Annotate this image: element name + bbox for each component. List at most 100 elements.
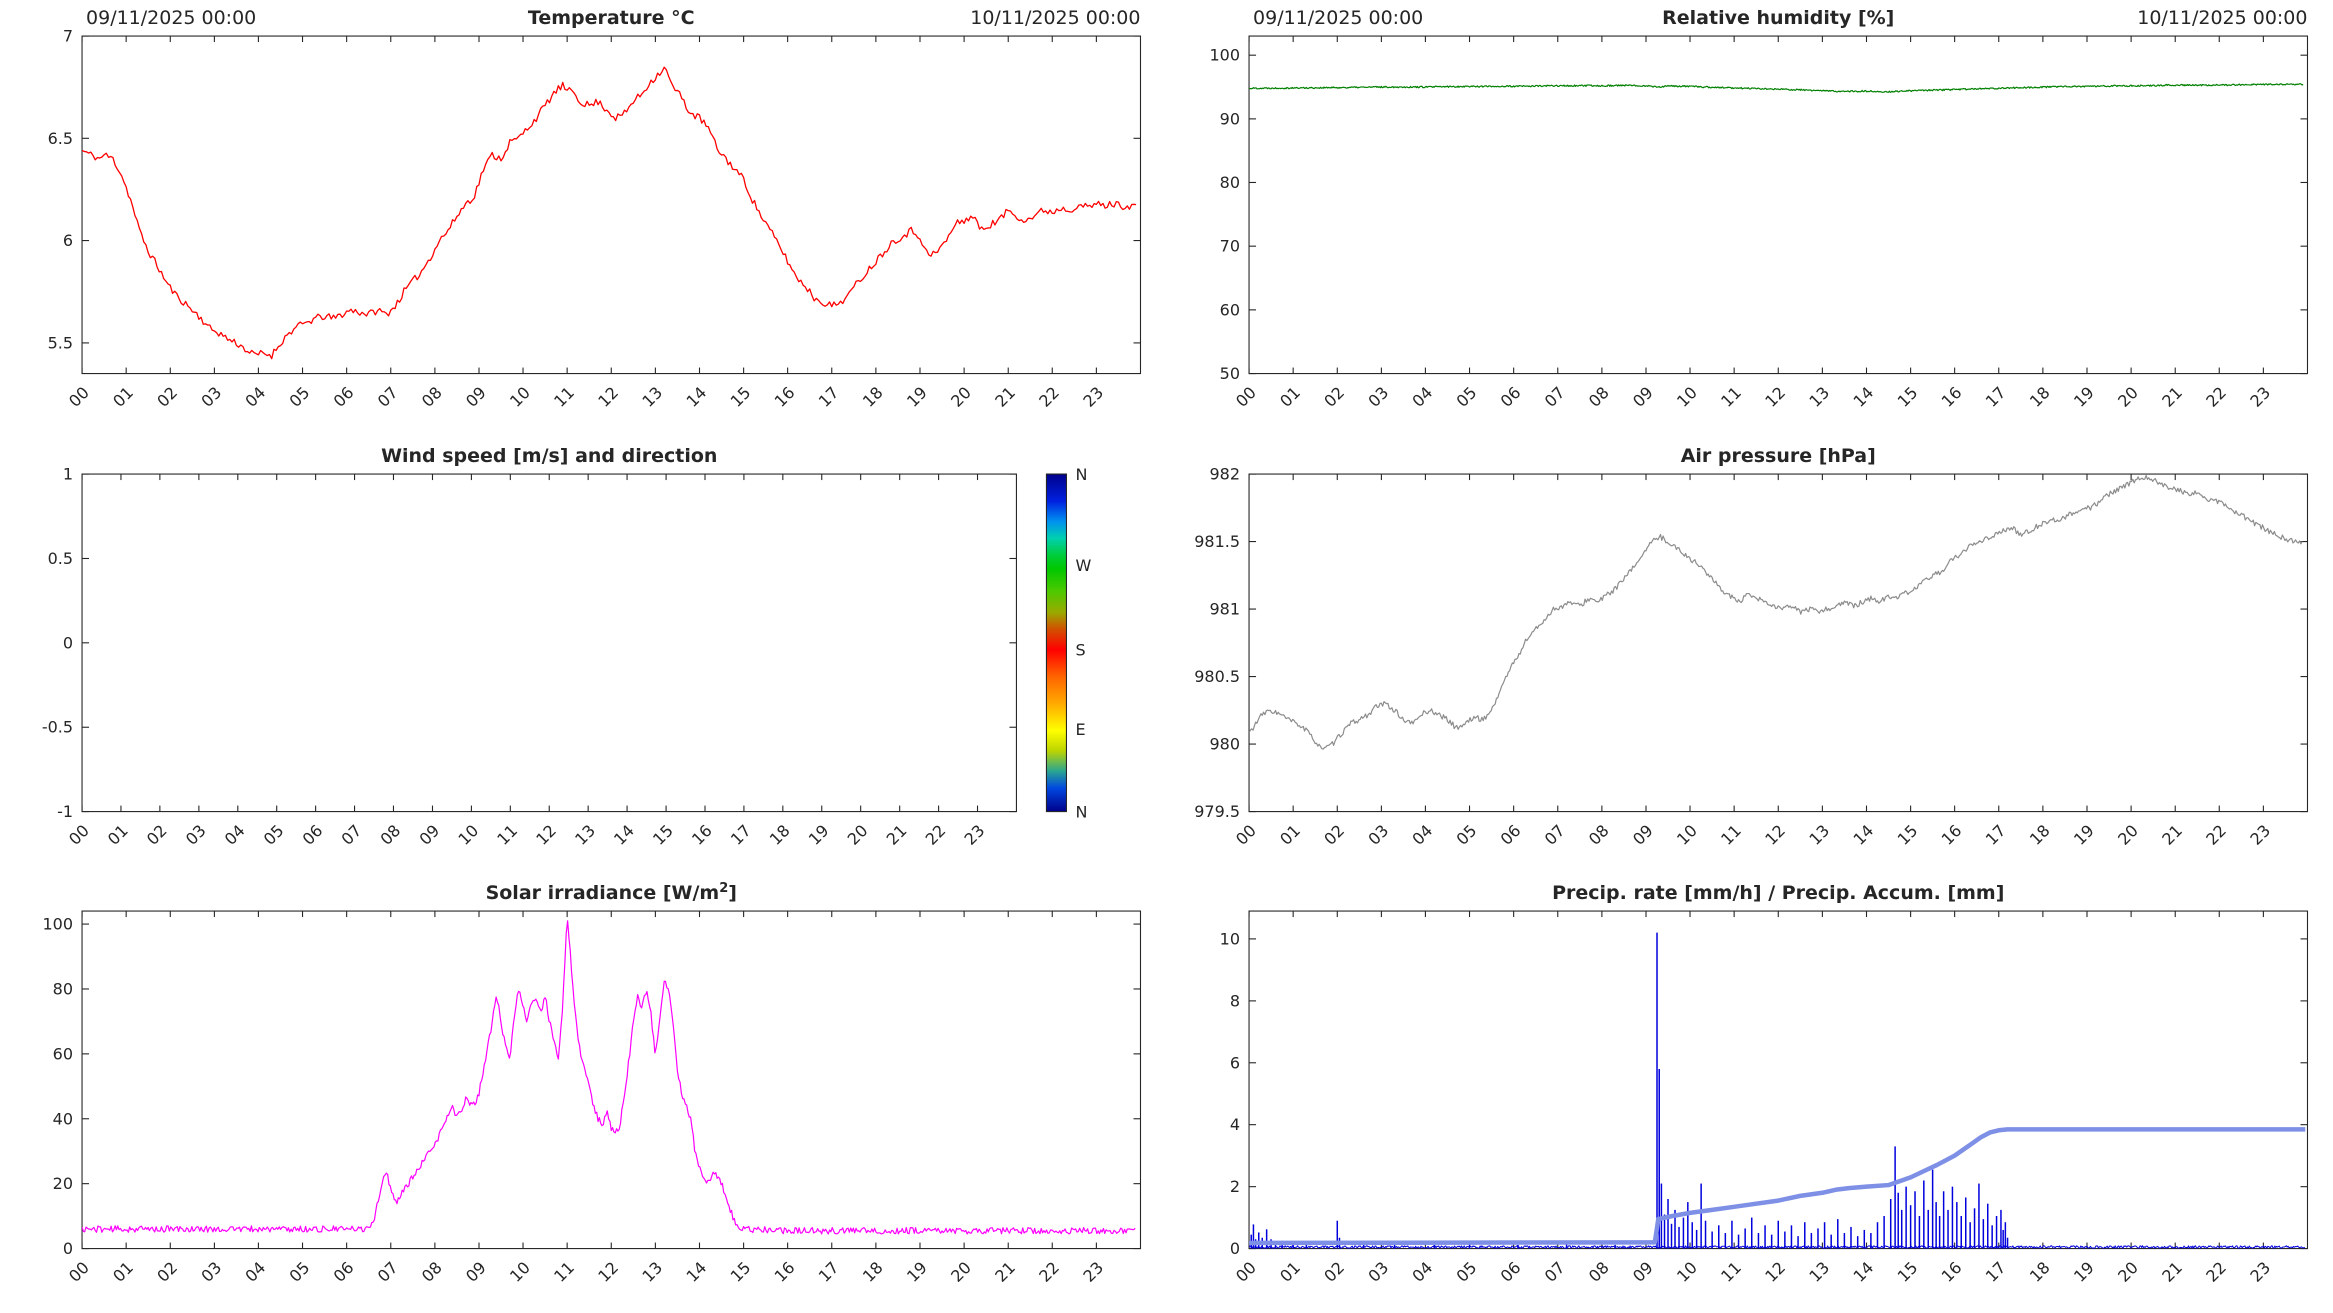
svg-text:10: 10	[1219, 930, 1239, 949]
svg-text:10: 10	[506, 1258, 534, 1286]
svg-text:20: 20	[947, 1258, 975, 1286]
svg-text:20: 20	[2114, 821, 2142, 849]
temperature-y-tick-labels: 5.5 6 6.5 7	[48, 27, 73, 353]
svg-text:22: 22	[2202, 1258, 2230, 1286]
svg-text:19: 19	[2070, 1258, 2098, 1286]
svg-text:S: S	[1075, 640, 1085, 659]
humidity-end-date: 10/11/2025 00:00	[2137, 7, 2307, 29]
svg-text:08: 08	[418, 1258, 446, 1286]
svg-text:6: 6	[1229, 1054, 1239, 1073]
svg-text:10: 10	[1673, 821, 1701, 849]
temperature-start-date: 09/11/2025 00:00	[86, 7, 256, 29]
solar-series-solar-irradiance	[82, 920, 1136, 1235]
svg-text:01: 01	[109, 383, 137, 411]
svg-text:0.5: 0.5	[48, 549, 73, 568]
svg-text:03: 03	[197, 383, 225, 411]
svg-text:06: 06	[299, 821, 327, 849]
svg-text:03: 03	[182, 821, 210, 849]
svg-text:23: 23	[1079, 1258, 1107, 1286]
temperature-tick-marks	[81, 35, 1141, 374]
precip-chart: 00 01 02 03 04 05 06 07 08 09 10 11 12 13 14 15 16 17 18 19…	[1219, 882, 2308, 1286]
svg-text:04: 04	[241, 383, 269, 411]
svg-text:04: 04	[1408, 1258, 1436, 1286]
svg-text:02: 02	[153, 1258, 181, 1286]
svg-text:21: 21	[2158, 821, 2186, 849]
solar-title: Solar irradiance [W/m2]	[486, 881, 737, 904]
svg-text:09: 09	[462, 383, 490, 411]
temperature-end-date: 10/11/2025 00:00	[970, 7, 1140, 29]
svg-text:14: 14	[1849, 383, 1877, 411]
svg-text:02: 02	[143, 821, 171, 849]
svg-text:01: 01	[104, 821, 132, 849]
svg-text:12: 12	[1761, 821, 1789, 849]
svg-text:21: 21	[2158, 1258, 2186, 1286]
svg-text:02: 02	[153, 383, 181, 411]
svg-text:07: 07	[374, 1258, 402, 1286]
svg-text:07: 07	[338, 821, 366, 849]
svg-text:06: 06	[330, 1258, 358, 1286]
svg-text:18: 18	[859, 1258, 887, 1286]
precip-x-tick-labels: 00 01 02 03 04 05 06 07 08 09 10 11 12 13 14 15 16 17 18 19…	[1232, 1258, 2274, 1286]
svg-text:08: 08	[1584, 1258, 1612, 1286]
svg-text:15: 15	[1893, 1258, 1921, 1286]
svg-text:981: 981	[1209, 599, 1240, 618]
svg-text:17: 17	[1981, 1258, 2009, 1286]
svg-text:23: 23	[961, 821, 989, 849]
humidity-title: Relative humidity [%]	[1662, 7, 1894, 29]
svg-text:-0.5: -0.5	[42, 717, 73, 736]
svg-text:22: 22	[1035, 383, 1063, 411]
svg-text:09: 09	[1629, 383, 1657, 411]
svg-text:08: 08	[418, 383, 446, 411]
svg-text:01: 01	[1276, 383, 1304, 411]
precip-series-precip-rate-spikes	[1249, 933, 2008, 1249]
svg-text:21: 21	[2158, 383, 2186, 411]
svg-text:11: 11	[550, 383, 578, 411]
svg-text:4: 4	[1229, 1116, 1239, 1135]
svg-text:01: 01	[1276, 821, 1304, 849]
svg-text:16: 16	[1937, 1258, 1965, 1286]
wind-direction-colorbar-labels: N W S E N	[1075, 465, 1091, 822]
svg-text:60: 60	[53, 1045, 73, 1064]
svg-text:N: N	[1075, 465, 1087, 484]
svg-text:980.5: 980.5	[1194, 667, 1240, 686]
svg-text:06: 06	[330, 383, 358, 411]
svg-text:05: 05	[1452, 1258, 1480, 1286]
temperature-chart: 00 01 02 03 04 05 06 07 08 09 10 11 12 13 14 15 16 17 18 19…	[48, 7, 1142, 411]
svg-text:19: 19	[2070, 821, 2098, 849]
svg-text:04: 04	[241, 1258, 269, 1286]
svg-text:10: 10	[1673, 383, 1701, 411]
humidity-start-date: 09/11/2025 00:00	[1253, 7, 1423, 29]
precip-title: Precip. rate [mm/h] / Precip. Accum. [mm…	[1552, 882, 2004, 904]
svg-text:23: 23	[2246, 1258, 2274, 1286]
svg-text:980: 980	[1209, 734, 1240, 753]
svg-text:14: 14	[1849, 1258, 1877, 1286]
svg-text:16: 16	[1937, 383, 1965, 411]
wind-title: Wind speed [m/s] and direction	[381, 445, 717, 467]
svg-text:17: 17	[727, 821, 755, 849]
wind-chart: 00 01 02 03 04 05 06 07 08 09 10 11 12 13 14 15 16 17 18 19…	[42, 445, 1092, 849]
svg-text:10: 10	[506, 383, 534, 411]
svg-text:07: 07	[374, 383, 402, 411]
pressure-tick-marks	[1247, 473, 2307, 812]
wind-x-tick-labels: 00 01 02 03 04 05 06 07 08 09 10 11 12 13 14 15 16 17 18 19…	[65, 821, 988, 849]
svg-text:20: 20	[844, 821, 872, 849]
temperature-series-temperature	[82, 66, 1137, 360]
svg-text:06: 06	[1496, 821, 1524, 849]
svg-text:22: 22	[2202, 383, 2230, 411]
svg-text:15: 15	[727, 1258, 755, 1286]
svg-text:W: W	[1075, 556, 1091, 575]
svg-text:17: 17	[1981, 821, 2009, 849]
pressure-x-tick-labels: 00 01 02 03 04 05 06 07 08 09 10 11 12 13 14 15 16 17 18 19…	[1232, 821, 2274, 849]
solar-y-tick-labels: 0 20 40 60 80 100	[43, 915, 74, 1258]
svg-text:00: 00	[1232, 383, 1260, 411]
svg-text:19: 19	[2070, 383, 2098, 411]
svg-text:21: 21	[991, 1258, 1019, 1286]
svg-text:17: 17	[815, 383, 843, 411]
solar-chart: 00 01 02 03 04 05 06 07 08 09 10 11 12 13 14 15 16 17 18 19…	[43, 881, 1142, 1286]
svg-text:05: 05	[260, 821, 288, 849]
svg-text:05: 05	[1452, 821, 1480, 849]
svg-text:20: 20	[947, 383, 975, 411]
pressure-series-air-pressure	[1248, 474, 2303, 750]
precip-panel: 00 01 02 03 04 05 06 07 08 09 10 11 12 13 14 15 16 17 18 19…	[1166, 875, 2333, 1313]
